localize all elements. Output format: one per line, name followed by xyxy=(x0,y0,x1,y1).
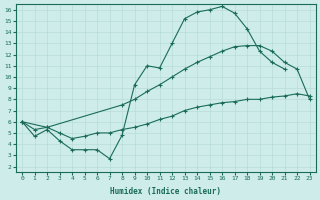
X-axis label: Humidex (Indice chaleur): Humidex (Indice chaleur) xyxy=(110,187,221,196)
